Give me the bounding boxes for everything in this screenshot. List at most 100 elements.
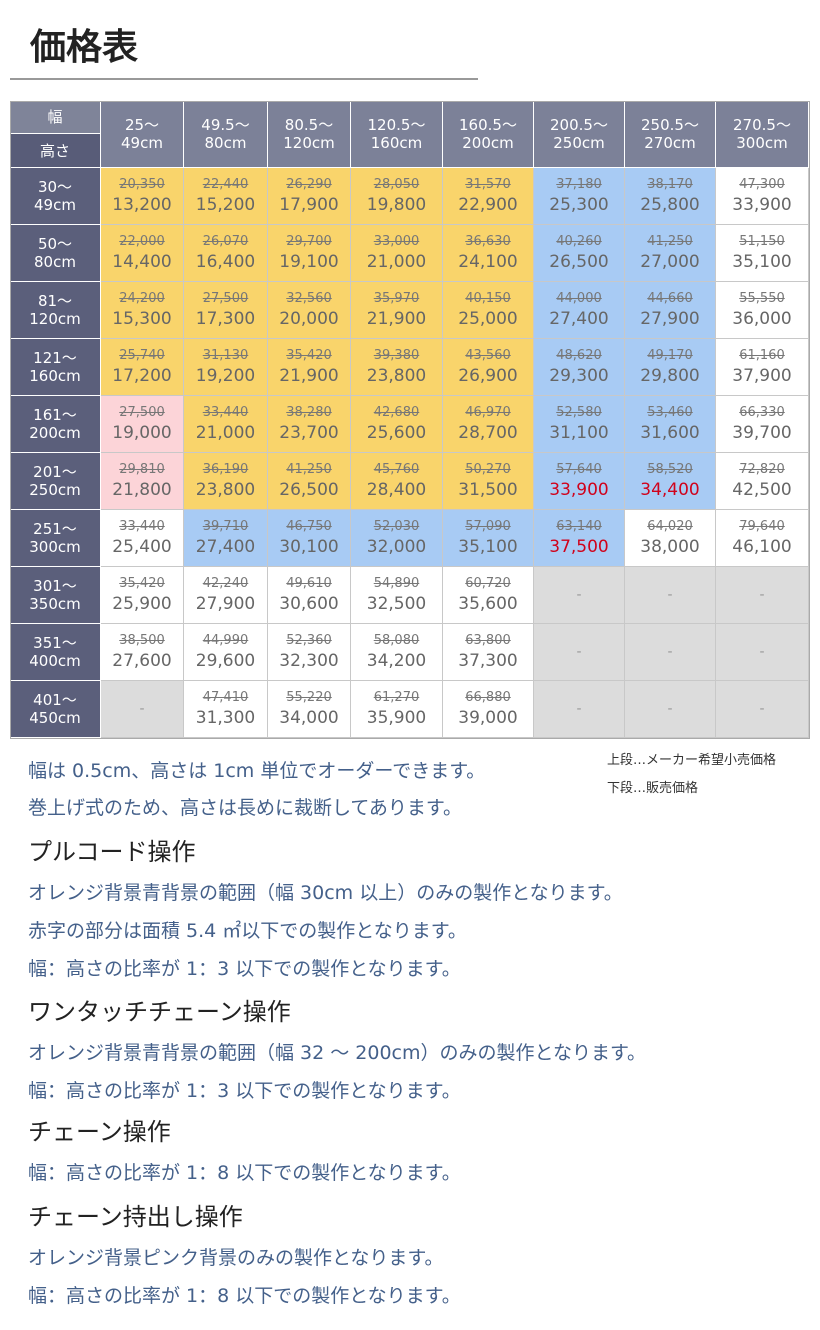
price-cell: - xyxy=(534,567,625,624)
empty-mark: - xyxy=(759,587,765,603)
price-cell: - xyxy=(625,567,716,624)
sale-price: 21,900 xyxy=(366,309,427,329)
sale-price: 46,100 xyxy=(732,537,792,557)
row-header: 81〜 120cm xyxy=(10,282,101,339)
price-cell: 44,660 27,900 xyxy=(625,282,716,339)
section-heading: チェーン持出し操作 xyxy=(28,1203,243,1231)
sale-price: 21,800 xyxy=(112,480,172,500)
column-header: 120.5〜 160cm xyxy=(351,101,443,168)
column-header-text: 80.5〜 xyxy=(284,116,334,134)
sale-price: 32,000 xyxy=(366,537,427,557)
legend-note: 上段…メーカー希望小売価格 xyxy=(607,753,777,768)
price-cell: 61,270 35,900 xyxy=(351,681,443,738)
section-line: 赤字の部分は面積 5.4 ㎡以下での製作となります。 xyxy=(28,920,467,942)
list-price: 42,240 xyxy=(202,576,249,591)
section-line: 幅：高さの比率が 1：3 以下での製作となります。 xyxy=(28,958,461,980)
price-cell: - xyxy=(716,624,809,681)
price-cell: 66,330 39,700 xyxy=(716,396,809,453)
sale-price: 29,800 xyxy=(640,366,700,386)
sale-price: 28,400 xyxy=(366,480,427,500)
sale-price: 27,900 xyxy=(195,594,256,614)
row-header: 201〜 250cm xyxy=(10,453,101,510)
price-cell: 25,740 17,200 xyxy=(101,339,184,396)
price-cell: 40,150 25,000 xyxy=(443,282,534,339)
list-price: 45,760 xyxy=(373,462,420,477)
list-price: 35,970 xyxy=(373,291,420,306)
price-cell: 50,270 31,500 xyxy=(443,453,534,510)
sale-price: 17,900 xyxy=(279,195,339,215)
column-header: 160.5〜 200cm xyxy=(443,101,534,168)
section-heading: ワンタッチチェーン操作 xyxy=(28,998,291,1026)
price-cell: 29,700 19,100 xyxy=(268,225,351,282)
list-price: 58,520 xyxy=(647,462,693,477)
column-header-text: 160cm xyxy=(370,134,423,152)
sale-price: 24,100 xyxy=(458,252,518,272)
list-price: 47,410 xyxy=(202,690,249,705)
sale-price: 29,300 xyxy=(549,366,609,386)
list-price: 66,330 xyxy=(739,405,785,420)
column-header-text: 250.5〜 xyxy=(641,116,699,134)
list-price: 35,420 xyxy=(286,348,332,363)
column-header-text: 120.5〜 xyxy=(367,116,426,134)
list-price: 49,610 xyxy=(286,576,332,591)
price-cell: 35,420 21,900 xyxy=(268,339,351,396)
section-line: オレンジ背景ピンク背景のみの製作となります。 xyxy=(28,1247,444,1269)
legend-note: 下段…販売価格 xyxy=(607,781,699,796)
list-price: 26,290 xyxy=(286,177,332,192)
list-price: 26,070 xyxy=(202,234,249,249)
list-price: 52,030 xyxy=(373,519,420,534)
row-header-text: 300cm xyxy=(29,538,81,556)
sale-price: 25,300 xyxy=(549,195,609,215)
list-price: 47,300 xyxy=(739,177,785,192)
empty-mark: - xyxy=(759,701,765,717)
row-header-text: 200cm xyxy=(29,424,81,442)
price-cell: 31,570 22,900 xyxy=(443,168,534,225)
list-price: 28,050 xyxy=(373,177,420,192)
list-price: 55,550 xyxy=(739,291,785,306)
sale-price: 39,000 xyxy=(458,708,518,728)
price-cell: 42,240 27,900 xyxy=(184,567,268,624)
sale-price: 34,400 xyxy=(640,480,700,500)
list-price: 61,160 xyxy=(739,348,785,363)
price-cell: - xyxy=(534,681,625,738)
list-price: 31,130 xyxy=(202,348,249,363)
price-cell: 63,800 37,300 xyxy=(443,624,534,681)
sale-price: 27,400 xyxy=(549,309,609,329)
list-price: 35,420 xyxy=(119,576,165,591)
sale-price: 31,300 xyxy=(195,708,256,728)
list-price: 27,500 xyxy=(202,291,249,306)
sale-price: 36,000 xyxy=(732,309,792,329)
sale-price: 15,300 xyxy=(112,309,172,329)
sale-price: 27,600 xyxy=(112,651,172,671)
price-cell: 45,760 28,400 xyxy=(351,453,443,510)
column-header: 25〜 49cm xyxy=(101,101,184,168)
list-price: 61,270 xyxy=(373,690,420,705)
corner-height: 高さ xyxy=(10,134,101,168)
price-cell: 33,440 25,400 xyxy=(101,510,184,567)
column-header: 49.5〜 80cm xyxy=(184,101,268,168)
list-price: 27,500 xyxy=(119,405,165,420)
sale-price: 33,900 xyxy=(732,195,792,215)
column-header-text: 120cm xyxy=(283,134,335,152)
row-header-text: 121〜 xyxy=(33,349,77,367)
sale-price: 14,400 xyxy=(112,252,172,272)
title-rule xyxy=(10,78,478,80)
row-header: 301〜 350cm xyxy=(10,567,101,624)
sale-price: 25,000 xyxy=(458,309,518,329)
price-cell: 47,300 33,900 xyxy=(716,168,809,225)
table-border xyxy=(10,101,810,739)
list-price: 22,000 xyxy=(119,234,165,249)
sale-price: 32,500 xyxy=(366,594,427,614)
corner-width: 幅 xyxy=(10,101,101,134)
sale-price: 26,500 xyxy=(279,480,339,500)
sale-price: 42,500 xyxy=(732,480,792,500)
price-cell: 79,640 46,100 xyxy=(716,510,809,567)
section-line: オレンジ背景青背景の範囲（幅 32 〜 200cm）のみの製作となります。 xyxy=(28,1042,647,1064)
sale-price: 35,100 xyxy=(732,252,792,272)
price-cell: 55,550 36,000 xyxy=(716,282,809,339)
section-heading: チェーン操作 xyxy=(28,1118,171,1146)
column-header-text: 270cm xyxy=(644,134,696,152)
price-cell: 49,610 30,600 xyxy=(268,567,351,624)
price-cell: - xyxy=(716,681,809,738)
price-cell: 51,150 35,100 xyxy=(716,225,809,282)
